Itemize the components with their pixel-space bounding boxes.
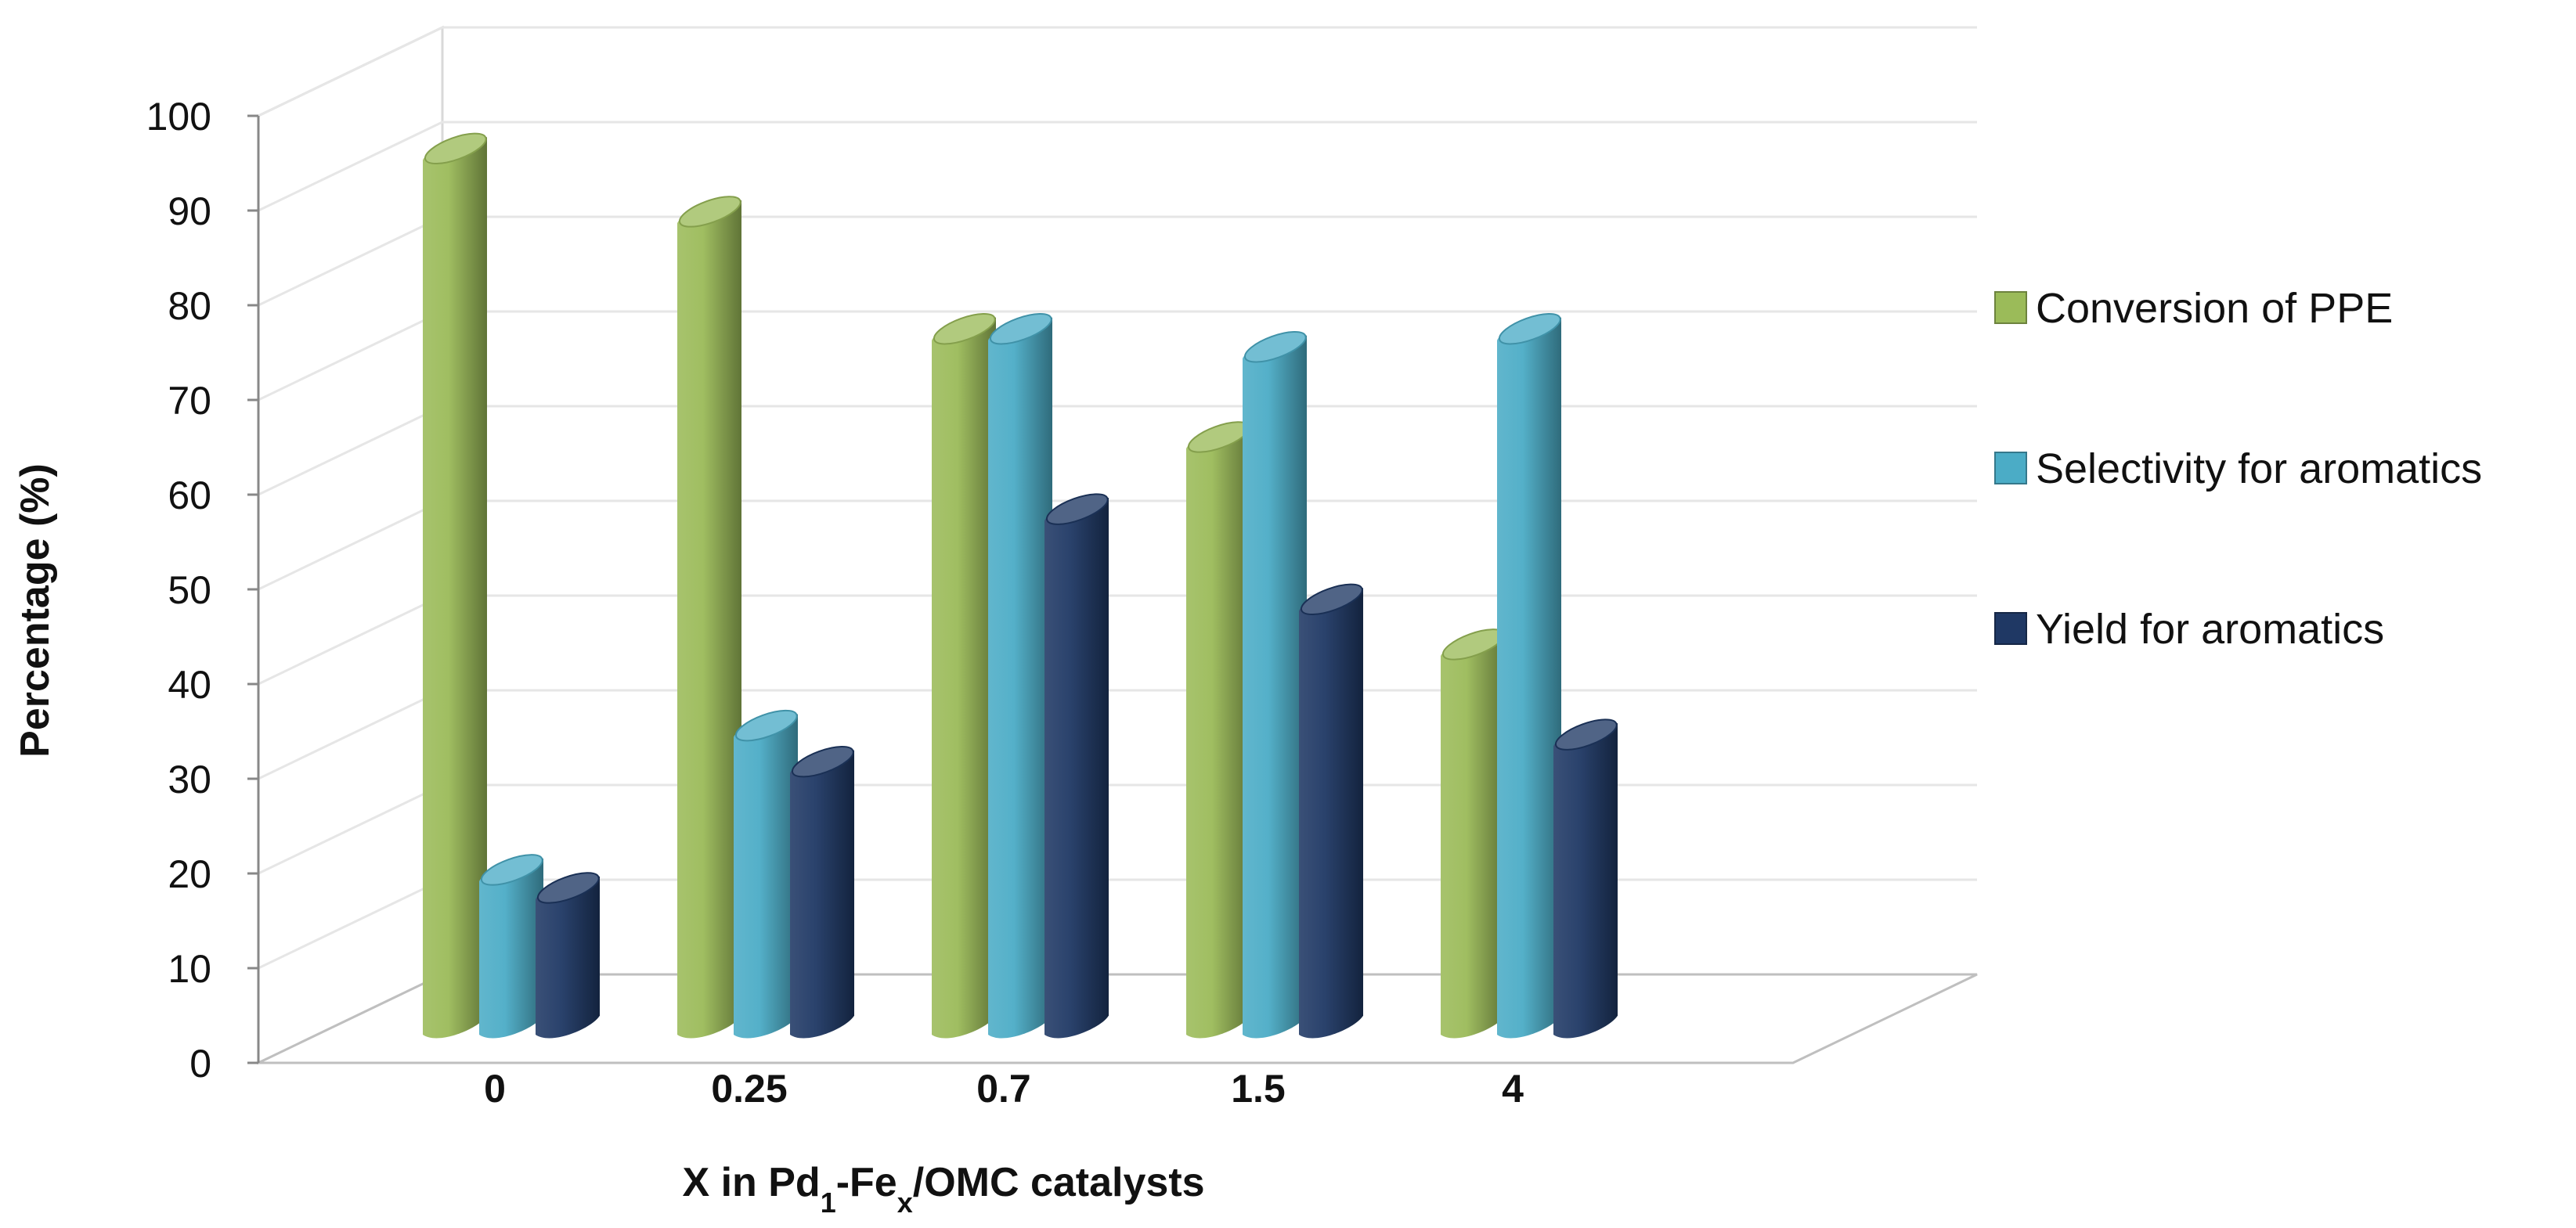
bar-top-cap [678, 196, 741, 228]
bar-yield [1299, 587, 1363, 1039]
bar-yield [790, 749, 854, 1039]
x-tick-label: 0 [484, 1067, 506, 1111]
gridline [258, 26, 1977, 117]
legend: Conversion of PPE Selectivity for aromat… [1994, 285, 2482, 653]
bar-conversion [677, 200, 741, 1039]
bar-conversion [1186, 425, 1250, 1039]
bar-top-cap [933, 312, 996, 345]
bar-top-cap [734, 709, 798, 742]
x-tick-label: 0.7 [976, 1067, 1031, 1111]
x-axis-ticks: 0 0.25 0.7 1.5 4 [484, 1067, 1524, 1111]
x-axis-title-sub2: x [897, 1187, 913, 1219]
y-tick-label: 100 [146, 95, 211, 139]
y-tick-label: 0 [189, 1042, 211, 1086]
y-tick-label: 70 [168, 379, 211, 423]
legend-label-conversion: Conversion of PPE [2036, 285, 2393, 332]
x-axis-title-suffix: /OMC catalysts [913, 1160, 1205, 1205]
bar-top-cap [1300, 583, 1363, 616]
legend-label-yield: Yield for aromatics [2036, 606, 2384, 653]
bar-selectivity [988, 316, 1052, 1039]
x-axis-title-prefix: X in Pd [682, 1160, 820, 1205]
legend-swatch-yield [1994, 612, 2027, 645]
bars [423, 132, 1618, 1039]
bar-top-cap [1498, 312, 1561, 345]
y-tick-label: 20 [168, 852, 211, 896]
bar-conversion [1441, 632, 1505, 1039]
bar-top-cap [1045, 493, 1109, 525]
legend-swatch-conversion [1994, 291, 2027, 324]
legend-label-selectivity: Selectivity for aromatics [2036, 445, 2482, 492]
x-tick-label: 1.5 [1231, 1067, 1286, 1111]
bar-selectivity [1497, 316, 1561, 1039]
bar-conversion [932, 316, 996, 1039]
y-tick-label: 60 [168, 474, 211, 517]
y-tick-label: 90 [168, 189, 211, 233]
bar-top-cap [424, 132, 487, 165]
x-axis-title: X in Pd1-Fex/OMC catalysts [682, 1160, 1204, 1219]
bar-yield [1553, 722, 1618, 1039]
legend-swatch-selectivity [1994, 452, 2027, 484]
y-tick-label: 30 [168, 758, 211, 801]
gridline [258, 121, 1977, 212]
y-tick-label: 50 [168, 568, 211, 612]
x-axis-title-mid: -Fe [836, 1160, 897, 1205]
y-tick-label: 80 [168, 284, 211, 328]
x-tick-label: 4 [1502, 1067, 1524, 1111]
bar-top-cap [989, 312, 1052, 345]
bar-conversion [423, 136, 487, 1039]
bar-top-cap [791, 745, 854, 778]
x-axis-title-sub1: 1 [821, 1187, 836, 1219]
bar-selectivity [1243, 335, 1307, 1039]
bar-yield [1044, 497, 1109, 1039]
bar-top-cap [480, 854, 543, 886]
bar-selectivity [734, 713, 798, 1039]
bar-selectivity [479, 858, 543, 1039]
y-tick-label: 40 [168, 663, 211, 707]
bar-yield [536, 876, 600, 1039]
x-tick-label: 0.25 [711, 1067, 787, 1111]
bar-top-cap [1554, 718, 1618, 751]
bar-top-cap [1243, 331, 1307, 363]
y-axis-ticks: 0 10 20 30 40 50 60 70 80 90 100 [146, 95, 260, 1086]
bar-top-cap [536, 872, 600, 904]
y-tick-label: 10 [168, 947, 211, 991]
y-axis-title: Percentage (%) [13, 463, 58, 758]
